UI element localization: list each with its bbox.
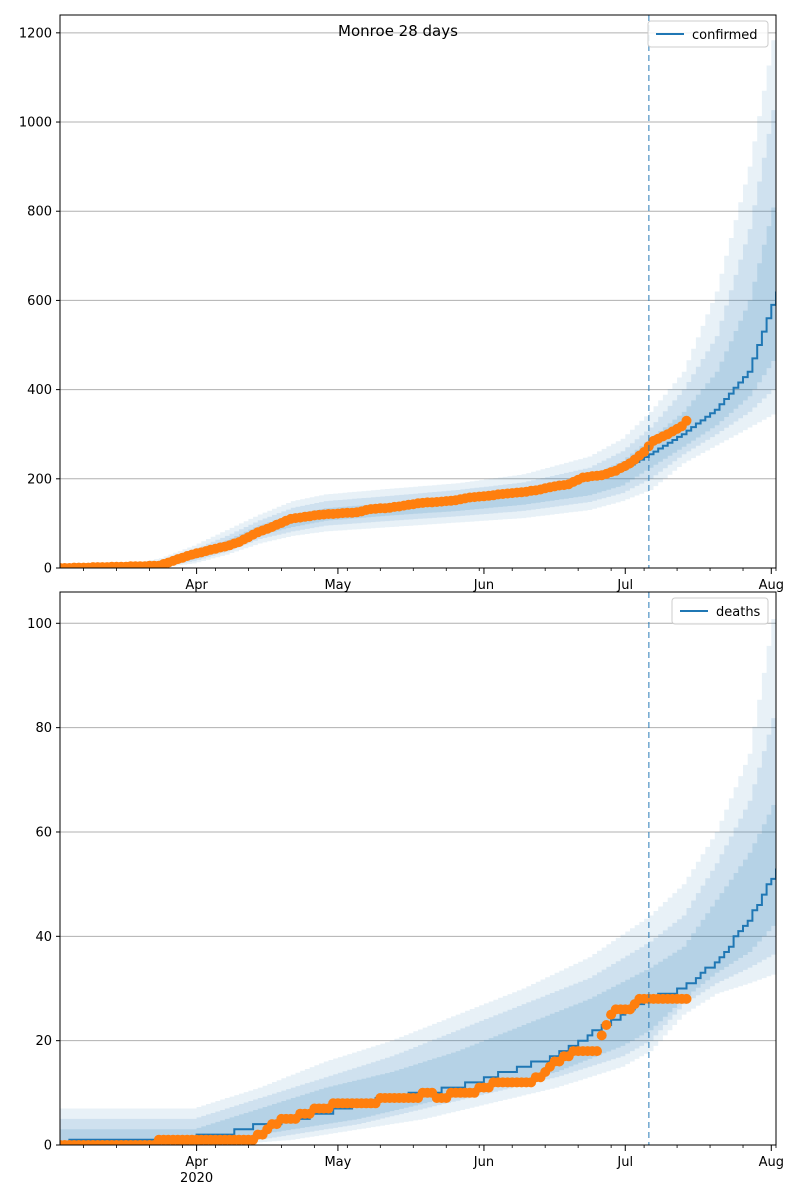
observed-points (60, 993, 692, 1145)
uncertainty-band (60, 188, 776, 568)
x-tick-label: Apr (185, 1155, 208, 1170)
observed-point (592, 1046, 602, 1057)
y-tick-label: 800 (27, 205, 52, 220)
y-tick-label: 20 (35, 1034, 52, 1049)
axes-frame (59, 14, 777, 569)
y-tick-label: 100 (27, 617, 52, 632)
observed-point (681, 993, 692, 1004)
x-tick-label: Jul (616, 578, 633, 593)
uncertainty-band (60, 592, 776, 1145)
x-tick-year-label: 2020 (180, 1171, 213, 1186)
observed-point (596, 1030, 607, 1041)
y-tick-label: 1200 (19, 26, 52, 41)
plot-area (60, 592, 776, 1145)
x-tick-label: Aug (759, 578, 784, 593)
observed-point (601, 1020, 612, 1030)
observed-points (60, 415, 692, 568)
uncertainty-band (60, 15, 776, 568)
y-tick-label: 40 (35, 930, 52, 945)
x-tick-label: Jun (473, 578, 494, 593)
uncertainty-band (60, 795, 776, 1145)
axes-frame (59, 591, 777, 1146)
x-tick-label: Aug (759, 1155, 784, 1170)
uncertainty-band (60, 86, 776, 568)
y-tick-label: 200 (27, 472, 52, 487)
deaths-median-line (60, 868, 776, 1145)
x-tick-label: Apr (185, 578, 208, 593)
y-tick-label: 60 (35, 825, 52, 840)
x-tick-label: Jul (616, 1155, 633, 1170)
x-tick-label: May (324, 578, 351, 593)
y-tick-label: 80 (35, 721, 52, 736)
y-tick-label: 0 (44, 562, 52, 577)
chart-title: Monroe 28 days (338, 22, 458, 40)
confirmed-panel: 0 200 400 600 800 1000 1200 Apr May Jun Jul Aug Monr… (19, 14, 784, 593)
y-tick-label: 0 (44, 1139, 52, 1154)
y-tick-label: 600 (27, 294, 52, 309)
x-tick-label: May (324, 1155, 351, 1170)
legend: deaths (671, 597, 769, 625)
y-tick-label: 1000 (19, 116, 52, 131)
x-tick-label: Jun (473, 1155, 494, 1170)
legend: confirmed (647, 20, 769, 48)
observed-point (681, 415, 692, 426)
y-tick-label: 400 (27, 383, 52, 398)
legend-label: confirmed (692, 28, 758, 43)
legend-box (647, 20, 769, 48)
legend-label: deaths (716, 605, 761, 620)
plot-area (60, 15, 776, 568)
legend-box (671, 597, 769, 625)
